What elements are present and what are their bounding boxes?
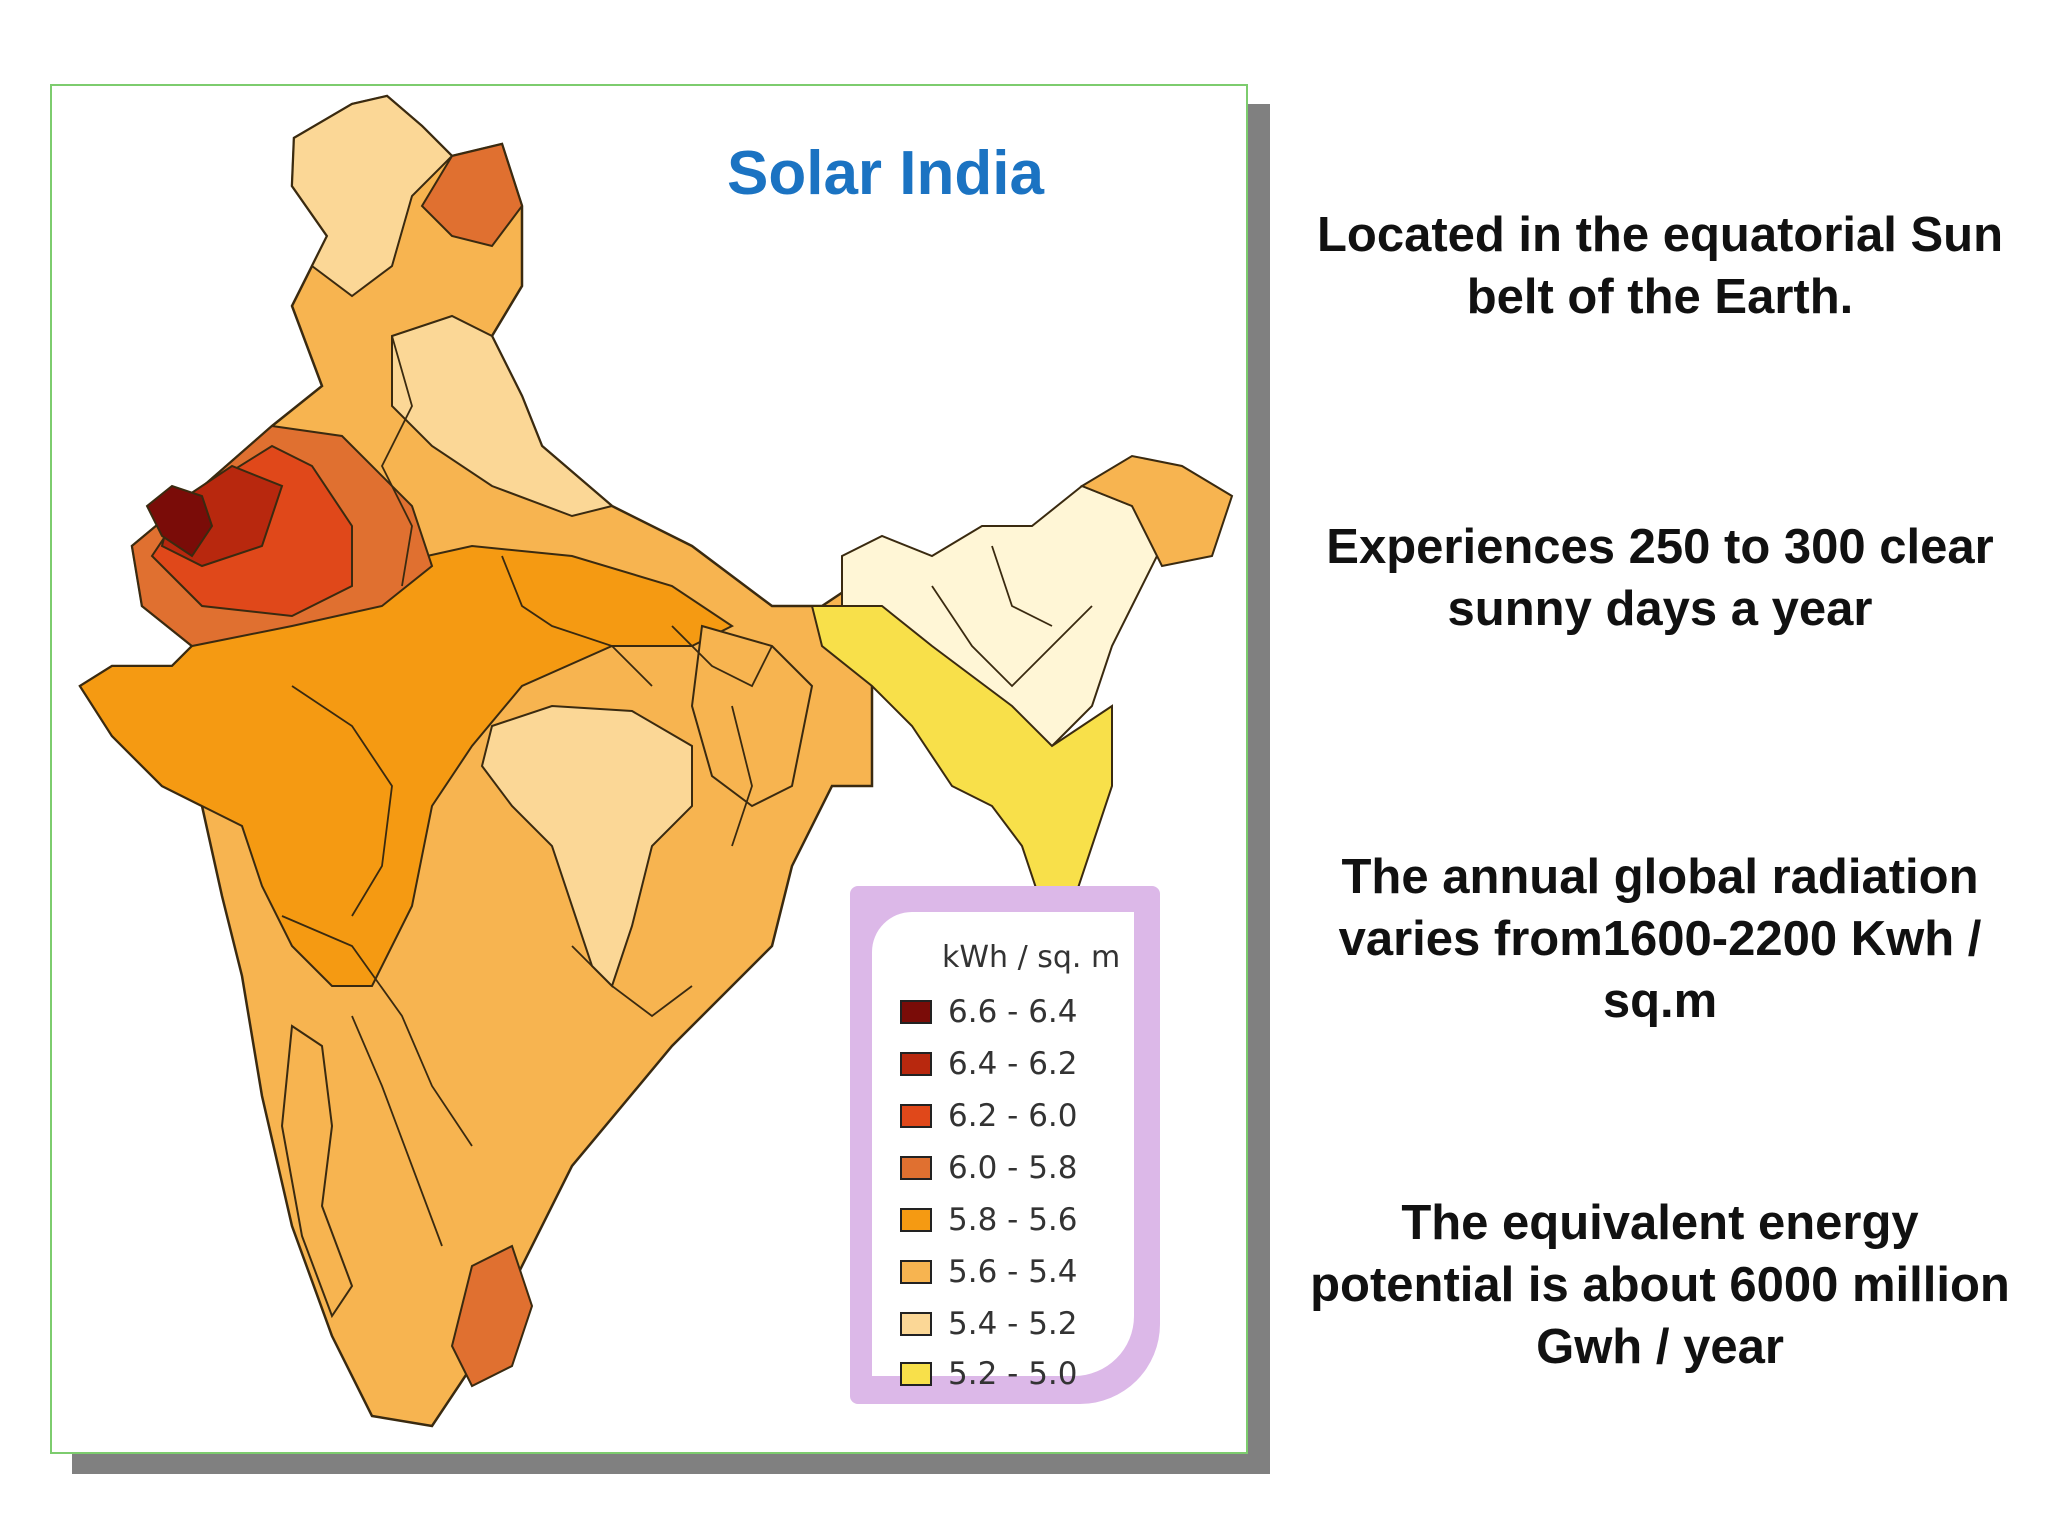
india-solar-map (78, 94, 1234, 1428)
legend-label: 6.0 - 5.8 (948, 1150, 1078, 1186)
zone-central-orange (78, 544, 734, 987)
zone-rajasthan-maroon (145, 484, 214, 558)
zone-south-coast (450, 1244, 534, 1388)
legend-label: 5.4 - 5.2 (948, 1306, 1078, 1342)
fact-sunny-days: Experiences 250 to 300 clear sunny days … (1326, 520, 1994, 636)
map-title: Solar India (727, 139, 1044, 208)
fact-radiation: The annual global radiation varies from1… (1338, 850, 1982, 1028)
legend-item: 6.0 - 5.8 (900, 1148, 1078, 1188)
legend-label: 6.2 - 6.0 (948, 1098, 1078, 1134)
legend-panel: kWh / sq. m 6.6 - 6.4 6.4 - 6.2 6.2 - 6.… (872, 912, 1134, 1392)
legend-label: 6.6 - 6.4 (948, 994, 1078, 1030)
legend-swatch (900, 1312, 932, 1336)
legend-item: 5.2 - 5.0 (900, 1354, 1078, 1394)
zone-ladakh (420, 142, 524, 248)
legend-item: 5.8 - 5.6 (900, 1200, 1078, 1240)
zone-north-pale (290, 94, 454, 298)
legend-label: 6.4 - 6.2 (948, 1046, 1078, 1082)
legend-swatch (900, 1156, 932, 1180)
legend-swatch (900, 1000, 932, 1024)
legend-item: 5.6 - 5.4 (900, 1252, 1078, 1292)
fact-sun-belt: Located in the equatorial Sun belt of th… (1316, 208, 2004, 324)
solar-map-panel: Solar India kWh / sq. m 6.6 - 6.4 6.4 - … (50, 84, 1248, 1454)
legend-label: 5.8 - 5.6 (948, 1202, 1078, 1238)
legend-label: 5.6 - 5.4 (948, 1254, 1078, 1290)
legend-item: 6.2 - 6.0 (900, 1096, 1078, 1136)
map-legend: kWh / sq. m 6.6 - 6.4 6.4 - 6.2 6.2 - 6.… (850, 886, 1160, 1404)
zone-central-pale (480, 704, 693, 988)
legend-item: 6.6 - 6.4 (900, 992, 1078, 1032)
zone-northeast-orange (1079, 454, 1234, 568)
zone-ghats (280, 1024, 354, 1319)
fact-energy-potential: The equivalent energy potential is about… (1310, 1196, 2010, 1374)
state-boundaries (281, 335, 1093, 1247)
legend-swatch (900, 1260, 932, 1284)
legend-swatch (900, 1362, 932, 1386)
legend-unit: kWh / sq. m (942, 940, 1121, 975)
legend-swatch (900, 1052, 932, 1076)
legend-swatch (900, 1208, 932, 1232)
zone-northeast-yellow (810, 605, 1113, 907)
legend-swatch (900, 1104, 932, 1128)
legend-label: 5.2 - 5.0 (948, 1356, 1078, 1392)
legend-item: 6.4 - 6.2 (900, 1044, 1078, 1084)
zone-himalaya-pale (391, 314, 615, 518)
legend-item: 5.4 - 5.2 (900, 1304, 1078, 1344)
